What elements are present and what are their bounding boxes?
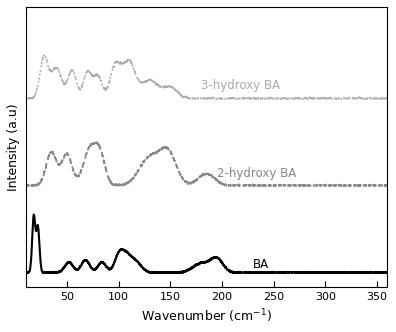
Text: 3-hydroxy BA: 3-hydroxy BA: [201, 79, 280, 92]
Text: BA: BA: [253, 258, 269, 271]
Y-axis label: Intensity (a.u): Intensity (a.u): [7, 103, 20, 191]
X-axis label: Wavenumber (cm$^{-1}$): Wavenumber (cm$^{-1}$): [141, 307, 272, 325]
Text: 2-hydroxy BA: 2-hydroxy BA: [217, 167, 296, 180]
